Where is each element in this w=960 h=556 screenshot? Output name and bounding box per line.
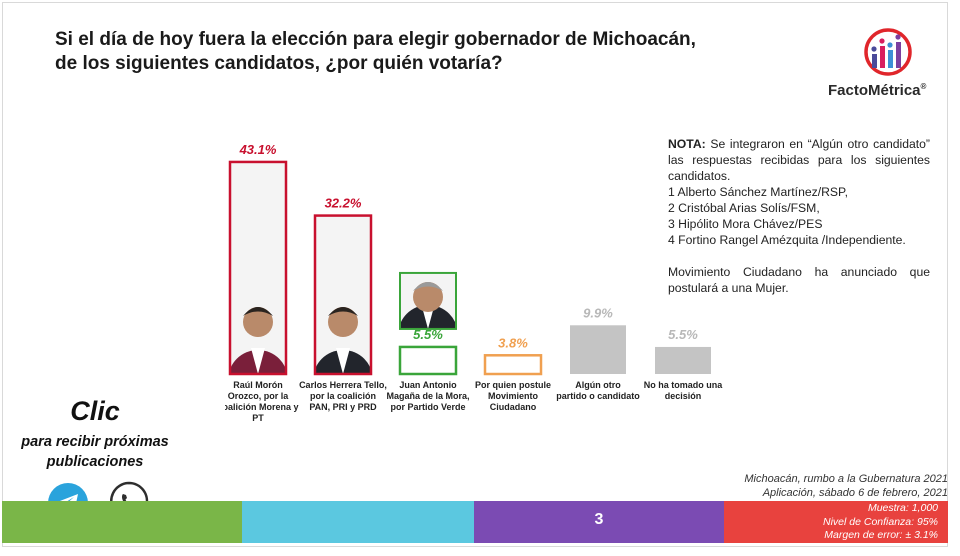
category-label: Por quien postule: [475, 380, 551, 390]
note-intro: NOTA: Se integraron en “Algún otro candi…: [668, 137, 930, 183]
logo-chart-icon: [864, 28, 912, 76]
bar: [655, 346, 711, 374]
note-item: 1 Alberto Sánchez Martínez/RSP,: [668, 185, 848, 199]
footer-segment-red: Muestra: 1,000 Nivel de Confianza: 95% M…: [724, 501, 948, 543]
cta-text: para recibir próximas publicaciones: [21, 434, 169, 470]
page-title: Si el día de hoy fuera la elección para …: [55, 28, 755, 76]
note-item: 3 Hipólito Mora Chávez/PES: [668, 217, 823, 231]
slide-page: [2, 2, 948, 547]
bar: [228, 160, 288, 376]
bar: [398, 345, 458, 376]
category-label: Raúl Morón: [233, 380, 283, 390]
data-label: 3.8%: [498, 335, 528, 350]
cta-clic[interactable]: Clic: [70, 396, 120, 426]
bar: [570, 325, 626, 374]
title-line-2: de los siguientes candidatos, ¿por quién…: [55, 53, 503, 74]
bar: [313, 214, 373, 376]
cta-block[interactable]: Clic para recibir próximas publicaciones: [10, 394, 180, 472]
category-label: Juan Antonio: [399, 380, 457, 390]
category-label: coalición Morena y: [225, 402, 299, 412]
category-label: Algún otro: [575, 380, 621, 390]
title-line-1: Si el día de hoy fuera la elección para …: [55, 29, 696, 50]
survey-stats: Muestra: 1,000 Nivel de Confianza: 95% M…: [823, 502, 938, 543]
bar: [483, 354, 543, 376]
candidate-photo: [401, 273, 455, 328]
data-label: 43.1%: [239, 142, 277, 157]
category-label: por la coalición: [310, 391, 376, 401]
category-label: No ha tomado una: [644, 380, 723, 390]
data-label: 5.5%: [413, 327, 443, 342]
category-label: por Partido Verde: [390, 402, 465, 412]
category-label: partido o candidato: [556, 391, 640, 401]
footer-segment-cyan: [242, 501, 474, 543]
category-label: PAN, PRI y PRD: [309, 402, 377, 412]
category-label: decisión: [665, 391, 702, 401]
candidate-photo: [231, 162, 285, 374]
stat-margen: Margen de error: ± 3.1%: [824, 529, 938, 541]
category-label: PT: [252, 413, 264, 423]
candidate-photo-frame: [399, 271, 457, 330]
data-label: 32.2%: [325, 196, 362, 211]
note-label: NOTA:: [668, 137, 706, 151]
footer-bar: 3 Muestra: 1,000 Nivel de Confianza: 95%…: [2, 501, 948, 543]
page-number: 3: [594, 511, 604, 528]
note-extra: Movimiento Ciudadano ha anunciado que po…: [668, 265, 930, 295]
category-label: Magaña de la Mora,: [386, 391, 469, 401]
factometrica-logo: FactoMétrica®: [824, 28, 948, 102]
category-label: Movimiento: [488, 391, 539, 401]
data-label: 5.5%: [668, 327, 698, 342]
category-label: Orozco, por la: [228, 391, 290, 401]
footer-segment-purple: 3: [474, 501, 724, 543]
note-item: 2 Cristóbal Arias Solís/FSM,: [668, 201, 820, 215]
category-label: Carlos Herrera Tello,: [299, 380, 387, 390]
note-item: 4 Fortino Rangel Amézquita /Independient…: [668, 233, 906, 247]
data-label: 9.9%: [583, 305, 613, 320]
source-info: Michoacán, rumbo a la Gubernatura 2021 A…: [744, 472, 948, 500]
stat-muestra: Muestra: 1,000: [867, 502, 938, 514]
source-line-1: Michoacán, rumbo a la Gubernatura 2021: [744, 473, 948, 485]
source-line-2: Aplicación, sábado 6 de febrero, 2021: [762, 487, 948, 499]
footer-segment-green: [2, 501, 242, 543]
category-label: Ciudadano: [490, 402, 537, 412]
candidate-photo: [316, 216, 370, 373]
stat-confianza: Nivel de Confianza: 95%: [823, 515, 938, 528]
note-box: NOTA: Se integraron en “Algún otro candi…: [668, 136, 930, 296]
logo-text: FactoMétrica®: [828, 82, 927, 99]
